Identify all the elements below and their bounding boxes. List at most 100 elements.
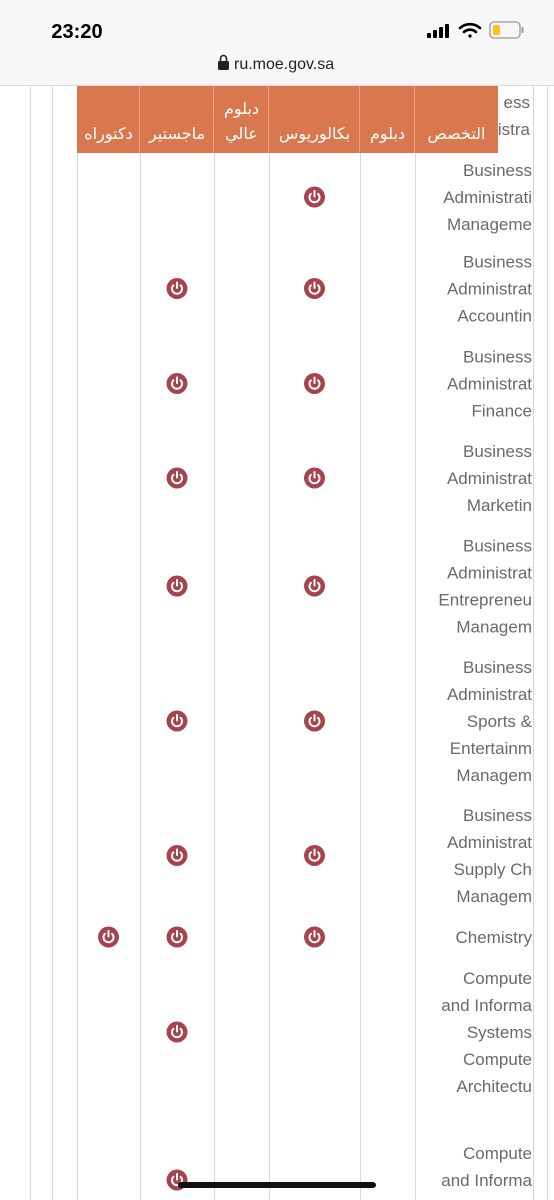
available-icon — [304, 278, 325, 299]
specialization-line: Business — [463, 806, 532, 825]
icon-glyph — [308, 932, 321, 944]
url-text[interactable]: ru.moe.gov.sa — [234, 56, 334, 73]
specialization-cell: Business Administrat Marketin — [447, 442, 532, 515]
header-label: ماجستير — [148, 124, 205, 144]
specialization-cell: Business Administrat Entrepreneu Managem — [438, 537, 532, 637]
specialization-line: Sports & — [467, 712, 533, 731]
specialization-line: Administrat — [447, 280, 532, 299]
specialization-cell: Business Administrat Supply Ch Managem — [447, 806, 532, 906]
specialization-cell: Business Administrat Accountin — [447, 253, 532, 326]
signal-icon — [427, 24, 449, 38]
specialization-line: Systems — [467, 1198, 532, 1200]
available-icon — [304, 710, 325, 732]
specialization-line: Chemistry — [455, 928, 532, 947]
specialization-line: Managem — [456, 618, 532, 637]
specialization-cell: Chemistry — [455, 928, 532, 947]
icon-glyph — [171, 716, 183, 728]
icon-glyph — [308, 379, 321, 390]
icon-glyph — [171, 473, 183, 485]
specialization-line: Administrat — [447, 685, 532, 704]
row — [77, 958, 533, 1106]
specialization-line: Compute — [463, 1144, 532, 1163]
available-icon — [304, 467, 325, 489]
specialization-line: Administrat — [447, 469, 532, 488]
specialization-line: Manageme — [447, 215, 532, 234]
available-icon — [166, 1021, 188, 1043]
lock-icon — [218, 54, 229, 70]
hidden-row-line: ess — [504, 93, 530, 112]
icon-glyph — [171, 581, 183, 593]
header-label: بكالوريوس — [279, 124, 350, 144]
icon-glyph — [308, 284, 321, 295]
header-label: التخصص — [428, 124, 486, 144]
specialization-line: Compute — [463, 1050, 532, 1069]
icon-glyph — [308, 716, 321, 728]
icon-glyph — [102, 932, 115, 944]
specialization-line: Accountin — [457, 307, 532, 326]
available-icon — [304, 186, 325, 208]
specialization-line: Entrepreneu — [438, 591, 532, 610]
battery-icon — [489, 21, 524, 39]
specialization-line: Systems — [467, 1023, 532, 1042]
specialization-line: and Informa — [441, 996, 532, 1015]
specialization-line: Business — [463, 537, 532, 556]
specialization-cell: Compute and Informa Systems — [441, 1144, 532, 1200]
browser-chrome — [0, 0, 554, 86]
specialization-line: Managem — [456, 887, 532, 906]
specialization-cell: Business Administrat Finance — [447, 348, 532, 421]
available-icon — [304, 926, 325, 948]
specialization-cell: Business Administrati Manageme — [443, 161, 532, 234]
available-icon — [166, 373, 188, 394]
available-icon — [166, 926, 188, 948]
available-icon — [166, 710, 188, 732]
header-label: دكتوراه — [84, 124, 132, 144]
icon-glyph — [308, 851, 321, 862]
specialization-line: and Informa — [441, 1171, 532, 1190]
hidden-row-line: istra — [498, 120, 531, 139]
header-label: دبلوم — [224, 99, 259, 119]
available-icon — [304, 575, 325, 597]
icon-glyph — [171, 851, 183, 862]
specialization-line: Business — [463, 253, 532, 272]
icon-glyph — [171, 1027, 183, 1039]
available-icon — [304, 373, 325, 394]
specialization-line: Managem — [456, 766, 532, 785]
icon-glyph — [171, 932, 183, 944]
table-header — [77, 86, 498, 153]
specialization-line: Marketin — [467, 496, 532, 515]
header-label: عالي — [225, 124, 258, 144]
available-icon — [304, 845, 325, 866]
specialization-line: Business — [463, 442, 532, 461]
available-icon — [166, 845, 188, 866]
available-icon — [98, 926, 119, 948]
available-icon — [166, 278, 188, 299]
table: Business Administrati Manageme Business Admi… — [77, 86, 533, 1200]
wifi-icon — [458, 22, 482, 38]
home-indicator — [178, 1182, 376, 1188]
icon-glyph — [308, 473, 321, 485]
specialization-line: Architectu — [456, 1077, 532, 1096]
header-label: دبلوم — [370, 124, 405, 144]
hidden-row-text: ess istra — [498, 93, 531, 139]
specialization-line: Administrat — [447, 833, 532, 852]
specialization-line: Business — [463, 658, 532, 677]
specialization-line: Administrat — [447, 375, 532, 394]
specialization-cell: Business Administrat Sports & Entertainm Man… — [447, 658, 533, 785]
icon-glyph — [308, 192, 321, 204]
specialization-cell: Compute and Informa Systems Compute Architec… — [441, 969, 532, 1096]
icon-glyph — [308, 581, 321, 593]
specialization-line: Administrati — [443, 188, 532, 207]
icon-glyph — [171, 1175, 183, 1187]
specialization-line: Business — [463, 348, 532, 367]
specialization-line: Finance — [472, 402, 532, 421]
specialization-line: Business — [463, 161, 532, 180]
available-icon — [166, 467, 188, 489]
specialization-line: Administrat — [447, 564, 532, 583]
icon-glyph — [171, 379, 183, 390]
available-icon — [166, 575, 188, 597]
specialization-line: Supply Ch — [454, 860, 532, 879]
clock: 23:20 — [51, 21, 102, 43]
page-frame — [30, 86, 548, 1200]
specialization-line: Entertainm — [450, 739, 532, 758]
